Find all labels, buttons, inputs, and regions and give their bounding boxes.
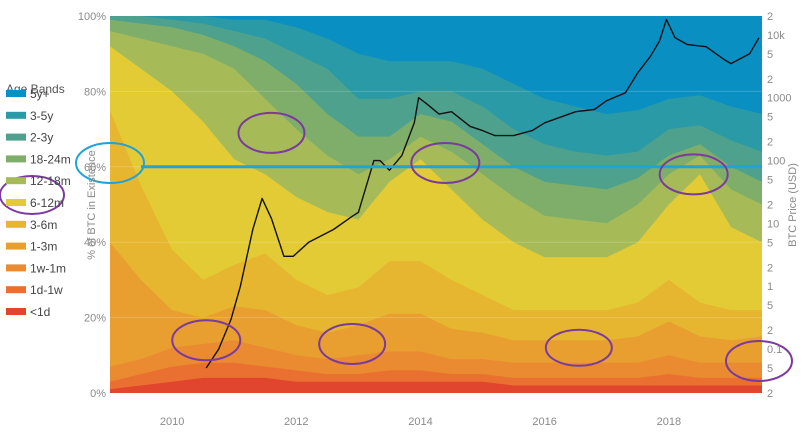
x-tick-label: 2012 [284,416,308,428]
y2-tick-label: 2 [767,74,773,86]
legend-label: 2-3y [30,131,53,145]
legend-label: 18-24m [30,152,71,166]
y2-tick-label: 10 [767,218,779,230]
y2-tick-label: 2 [767,262,773,274]
x-tick-label: 2016 [532,416,556,428]
legend-swatch [6,111,26,119]
y2-tick-label: 5 [767,174,773,186]
area-band--1d [110,377,762,393]
legend-swatch [6,177,26,185]
price-layer [205,18,760,369]
y-tick-label: 100% [78,11,106,23]
y-axis-ticks: 0% 20% 40% 60% 80% 100% [78,11,106,400]
annotation-ellipse [410,142,481,185]
legend-swatch [6,133,26,141]
y-tick-label: 80% [84,86,106,98]
annotation-ellipse [0,175,65,215]
y-tick-label: 40% [84,237,106,249]
annotation-ellipse [75,142,145,185]
x-axis-ticks: 2010 2012 2014 2016 2018 [160,416,681,428]
y2-tick-label: 2 [767,388,773,400]
price-line [205,18,760,369]
legend-swatch [6,155,26,163]
legend-label: 6-12m [30,196,64,210]
y2-tick-label: 5 [767,237,773,249]
legend-swatch [6,286,26,294]
y2-tick-label: 100 [767,156,785,168]
x-tick-label: 2018 [657,416,681,428]
y-axis-label: % of BTC in Existence [86,150,98,259]
legend: Age Bands5y+3-5y2-3y18-24m12-18m6-12m3-6… [6,82,71,319]
age-band-areas [110,16,762,394]
legend-swatch [6,90,26,97]
y2-tick-label: 2 [767,137,773,149]
x-tick-label: 2014 [408,416,432,428]
y2-tick-label: 10k [767,30,785,42]
annotation-ellipse [318,322,387,365]
y-tick-label: 0% [90,388,106,400]
legend-swatch [6,220,26,228]
legend-label: 3-5y [30,109,53,123]
x-tick-label: 2010 [160,416,184,428]
annotation-ellipse [171,319,242,362]
annotation-ellipse [237,111,306,154]
y2-tick-label: 2 [767,11,773,23]
y2-tick-label: 5 [767,363,773,375]
annotation-ellipse [725,340,793,382]
legend-label: 1d-1w [30,283,63,297]
legend-swatch [6,199,26,206]
y2-tick-label: 0.1 [767,344,782,356]
legend-swatch [6,264,26,272]
legend-swatch [6,308,26,315]
legend-label: 3-6m [30,218,57,232]
annotation-layer [0,111,793,382]
annotation-ellipse [658,153,729,196]
y2-tick-label: 2 [767,325,773,337]
annotation-ellipse [544,328,613,367]
y2-tick-label: 5 [767,112,773,124]
legend-label: 12-18m [30,174,71,188]
legend-swatch [6,242,26,250]
y2-axis-label: BTC Price (USD) [787,163,799,247]
y2-axis-ticks: 2 10k 5 2 1000 5 2 100 5 2 10 5 2 1 5 2 0.1 5 2 [767,11,791,400]
y-tick-label: 60% [84,162,106,174]
y2-tick-label: 1000 [767,93,791,105]
y2-tick-label: 2 [767,200,773,212]
legend-label: <1d [30,305,50,319]
y2-tick-label: 1 [767,281,773,293]
legend-label: 1w-1m [30,261,66,275]
legend-label: 1-3m [30,240,57,254]
y2-tick-label: 5 [767,300,773,312]
y2-tick-label: 5 [767,49,773,61]
y-tick-label: 20% [84,313,106,325]
legend-label: 5y+ [30,87,50,101]
